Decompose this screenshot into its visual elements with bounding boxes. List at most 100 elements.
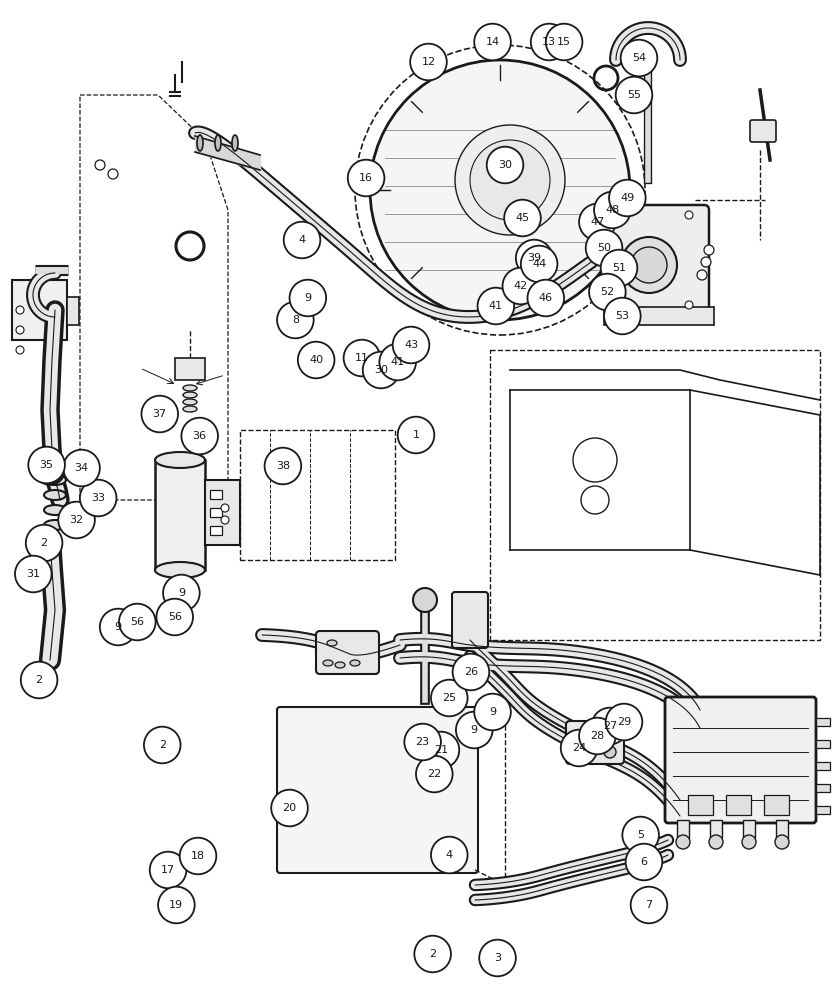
Ellipse shape: [44, 475, 66, 485]
Circle shape: [290, 280, 326, 316]
Circle shape: [606, 704, 642, 740]
Circle shape: [504, 200, 541, 236]
Text: 15: 15: [557, 37, 571, 47]
Bar: [210, 526, 222, 535]
FancyBboxPatch shape: [452, 592, 488, 648]
Text: 23: 23: [416, 737, 429, 747]
Circle shape: [379, 344, 416, 380]
Ellipse shape: [350, 660, 360, 666]
Circle shape: [474, 694, 511, 730]
Circle shape: [100, 609, 136, 645]
Circle shape: [404, 724, 441, 760]
Circle shape: [63, 450, 100, 486]
Ellipse shape: [44, 505, 66, 515]
Circle shape: [626, 844, 662, 880]
Ellipse shape: [155, 562, 205, 578]
Bar: [743, 820, 755, 838]
Circle shape: [631, 887, 667, 923]
Circle shape: [95, 160, 105, 170]
Text: 40: 40: [310, 355, 323, 365]
Text: 20: 20: [283, 803, 296, 813]
Text: 7: 7: [646, 900, 652, 910]
Text: 54: 54: [632, 53, 646, 63]
Circle shape: [456, 712, 493, 748]
Circle shape: [701, 257, 711, 267]
Circle shape: [594, 192, 631, 228]
Circle shape: [16, 326, 24, 334]
Ellipse shape: [197, 135, 203, 151]
Circle shape: [621, 237, 677, 293]
Circle shape: [221, 516, 229, 524]
Text: 4: 4: [446, 850, 453, 860]
Text: 31: 31: [27, 569, 40, 579]
Text: 50: 50: [597, 243, 611, 253]
Circle shape: [15, 556, 52, 592]
Circle shape: [574, 744, 586, 756]
Text: 3: 3: [494, 953, 501, 963]
Text: 21: 21: [434, 745, 448, 755]
Circle shape: [163, 575, 200, 611]
Circle shape: [180, 838, 216, 874]
Circle shape: [775, 835, 789, 849]
Circle shape: [284, 222, 320, 258]
FancyBboxPatch shape: [277, 707, 478, 873]
Circle shape: [28, 447, 65, 483]
Circle shape: [36, 456, 64, 484]
Text: 30: 30: [374, 365, 388, 375]
Circle shape: [579, 204, 616, 240]
Circle shape: [622, 817, 659, 853]
Text: 28: 28: [590, 731, 605, 741]
Circle shape: [474, 24, 511, 60]
Circle shape: [21, 662, 57, 698]
Text: 45: 45: [516, 213, 529, 223]
Circle shape: [158, 887, 195, 923]
Text: 26: 26: [464, 667, 478, 677]
Text: 17: 17: [161, 865, 175, 875]
Bar: [816, 740, 830, 748]
Text: 29: 29: [617, 717, 631, 727]
Text: 24: 24: [572, 743, 587, 753]
Text: 16: 16: [359, 173, 373, 183]
Ellipse shape: [232, 135, 238, 151]
Text: 41: 41: [391, 357, 404, 367]
Text: 22: 22: [427, 769, 442, 779]
Circle shape: [581, 486, 609, 514]
FancyBboxPatch shape: [609, 205, 709, 315]
Circle shape: [589, 274, 626, 310]
Circle shape: [141, 396, 178, 432]
Circle shape: [416, 756, 453, 792]
Text: 2: 2: [36, 675, 42, 685]
Circle shape: [521, 246, 557, 282]
Circle shape: [561, 730, 597, 766]
Circle shape: [150, 852, 186, 888]
Circle shape: [592, 708, 628, 744]
Text: 44: 44: [532, 259, 547, 269]
Text: 47: 47: [590, 217, 605, 227]
Ellipse shape: [335, 662, 345, 668]
Text: 2: 2: [429, 949, 436, 959]
Circle shape: [108, 169, 118, 179]
Text: 13: 13: [542, 37, 556, 47]
Circle shape: [156, 599, 193, 635]
Bar: [726, 795, 751, 815]
Circle shape: [631, 247, 667, 283]
Circle shape: [697, 270, 707, 280]
Ellipse shape: [323, 660, 333, 666]
Circle shape: [413, 588, 437, 612]
Ellipse shape: [44, 490, 66, 500]
FancyBboxPatch shape: [665, 697, 816, 823]
Text: 2: 2: [159, 740, 166, 750]
Circle shape: [144, 727, 181, 763]
Ellipse shape: [183, 385, 197, 391]
Circle shape: [26, 525, 62, 561]
Circle shape: [398, 417, 434, 453]
Circle shape: [487, 147, 523, 183]
Circle shape: [601, 250, 637, 286]
Circle shape: [58, 502, 95, 538]
Circle shape: [685, 211, 693, 219]
Text: 51: 51: [612, 263, 626, 273]
Text: 18: 18: [191, 851, 205, 861]
Text: 8: 8: [292, 315, 299, 325]
Circle shape: [589, 742, 601, 754]
Circle shape: [709, 835, 723, 849]
